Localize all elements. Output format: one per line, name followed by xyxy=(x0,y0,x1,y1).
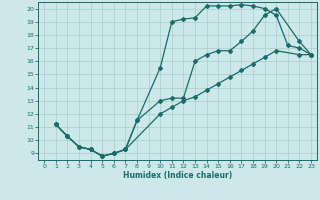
X-axis label: Humidex (Indice chaleur): Humidex (Indice chaleur) xyxy=(123,171,232,180)
